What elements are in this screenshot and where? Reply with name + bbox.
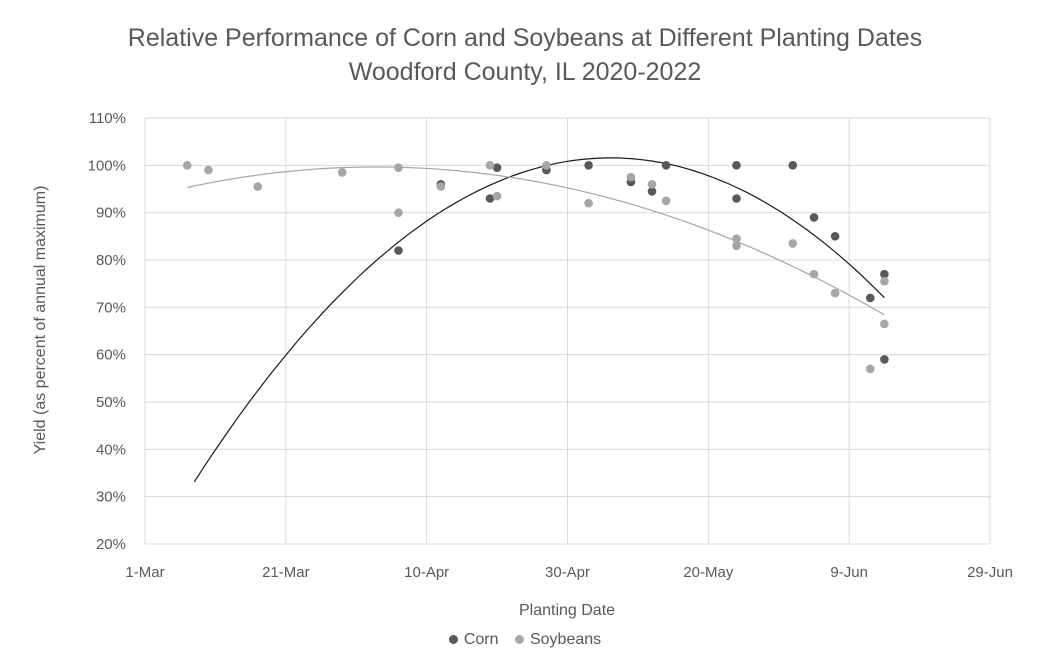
x-tick-label: 29-Jun: [967, 564, 1013, 581]
trendline-soybeans: [187, 166, 885, 316]
x-axis-ticks: 1-Mar 21-Mar 10-Apr 30-Apr 20-May 9-Jun 29-Jun: [125, 564, 1013, 581]
y-axis-title: Yield (as percent of annual maximum): [32, 186, 49, 455]
legend-marker-soybeans: [514, 635, 524, 645]
trendline-corn: [193, 157, 885, 483]
point-corn: [732, 194, 741, 203]
point-corn: [584, 161, 593, 170]
y-tick-label: 100%: [88, 157, 126, 174]
point-corn: [880, 355, 889, 364]
point-corn: [788, 161, 798, 170]
point-soybeans: [880, 319, 889, 329]
point-corn: [866, 293, 875, 303]
chart-title: Relative Performance of Corn and Soybean…: [127, 24, 923, 52]
point-soybeans: [866, 364, 875, 374]
point-soybeans: [337, 168, 347, 177]
y-tick-label: 110%: [89, 110, 126, 127]
point-soybeans: [809, 269, 819, 279]
y-tick-label: 80%: [96, 252, 126, 269]
point-soybeans: [183, 161, 192, 170]
point-soybeans: [732, 234, 741, 243]
point-corn: [809, 213, 819, 222]
chart-subtitle: Woodford County, IL 2020-2022: [348, 58, 702, 86]
point-corn: [830, 232, 840, 241]
point-soybeans: [204, 165, 213, 175]
legend-label-soybeans: Soybeans: [529, 631, 602, 648]
point-corn: [880, 269, 889, 279]
legend-marker-corn: [448, 635, 458, 645]
point-soybeans: [732, 241, 741, 251]
point-soybeans: [253, 182, 262, 191]
y-tick-label: 40%: [96, 441, 126, 458]
point-corn: [661, 161, 671, 170]
trendlines: [187, 157, 885, 483]
legend-label-corn: Corn: [463, 631, 499, 648]
point-soybeans: [584, 198, 593, 208]
point-soybeans: [626, 172, 636, 182]
point-soybeans: [542, 161, 551, 170]
point-soybeans: [394, 163, 403, 172]
point-soybeans: [880, 277, 889, 286]
legend-item-corn: Corn: [448, 631, 499, 649]
y-tick-label: 90%: [96, 205, 126, 222]
x-tick-label: 10-Apr: [404, 564, 449, 581]
point-soybeans: [830, 288, 840, 298]
y-tick-label: 70%: [96, 299, 126, 316]
y-tick-label: 50%: [96, 394, 126, 411]
x-tick-label: 20-May: [683, 564, 734, 581]
point-soybeans: [492, 191, 502, 201]
gridlines: [144, 117, 991, 545]
point-soybeans: [661, 196, 671, 206]
y-tick-label: 20%: [96, 536, 126, 553]
y-tick-label: 30%: [96, 489, 126, 506]
point-soybeans: [647, 180, 657, 189]
point-corn: [485, 194, 495, 203]
x-tick-label: 21-Mar: [262, 564, 310, 581]
x-axis-title: Planting Date: [519, 602, 615, 619]
point-corn: [732, 161, 741, 170]
y-tick-label: 60%: [96, 347, 126, 364]
point-corn: [394, 246, 403, 255]
point-soybeans: [788, 239, 798, 248]
x-tick-label: 30-Apr: [545, 564, 590, 581]
legend-item-soybeans: Soybeans: [514, 631, 602, 649]
point-corn: [492, 163, 502, 172]
data-points: [183, 161, 889, 374]
point-soybeans: [485, 161, 495, 170]
point-corn: [647, 187, 657, 196]
point-soybeans: [394, 208, 403, 217]
point-soybeans: [436, 182, 446, 191]
x-tick-label: 9-Jun: [830, 564, 868, 581]
x-tick-label: 1-Mar: [125, 564, 164, 581]
y-axis-ticks: 20% 30% 40% 50% 60% 70% 80% 90% 100% 110%: [88, 110, 126, 553]
legend: Corn Soybeans: [0, 631, 1050, 649]
